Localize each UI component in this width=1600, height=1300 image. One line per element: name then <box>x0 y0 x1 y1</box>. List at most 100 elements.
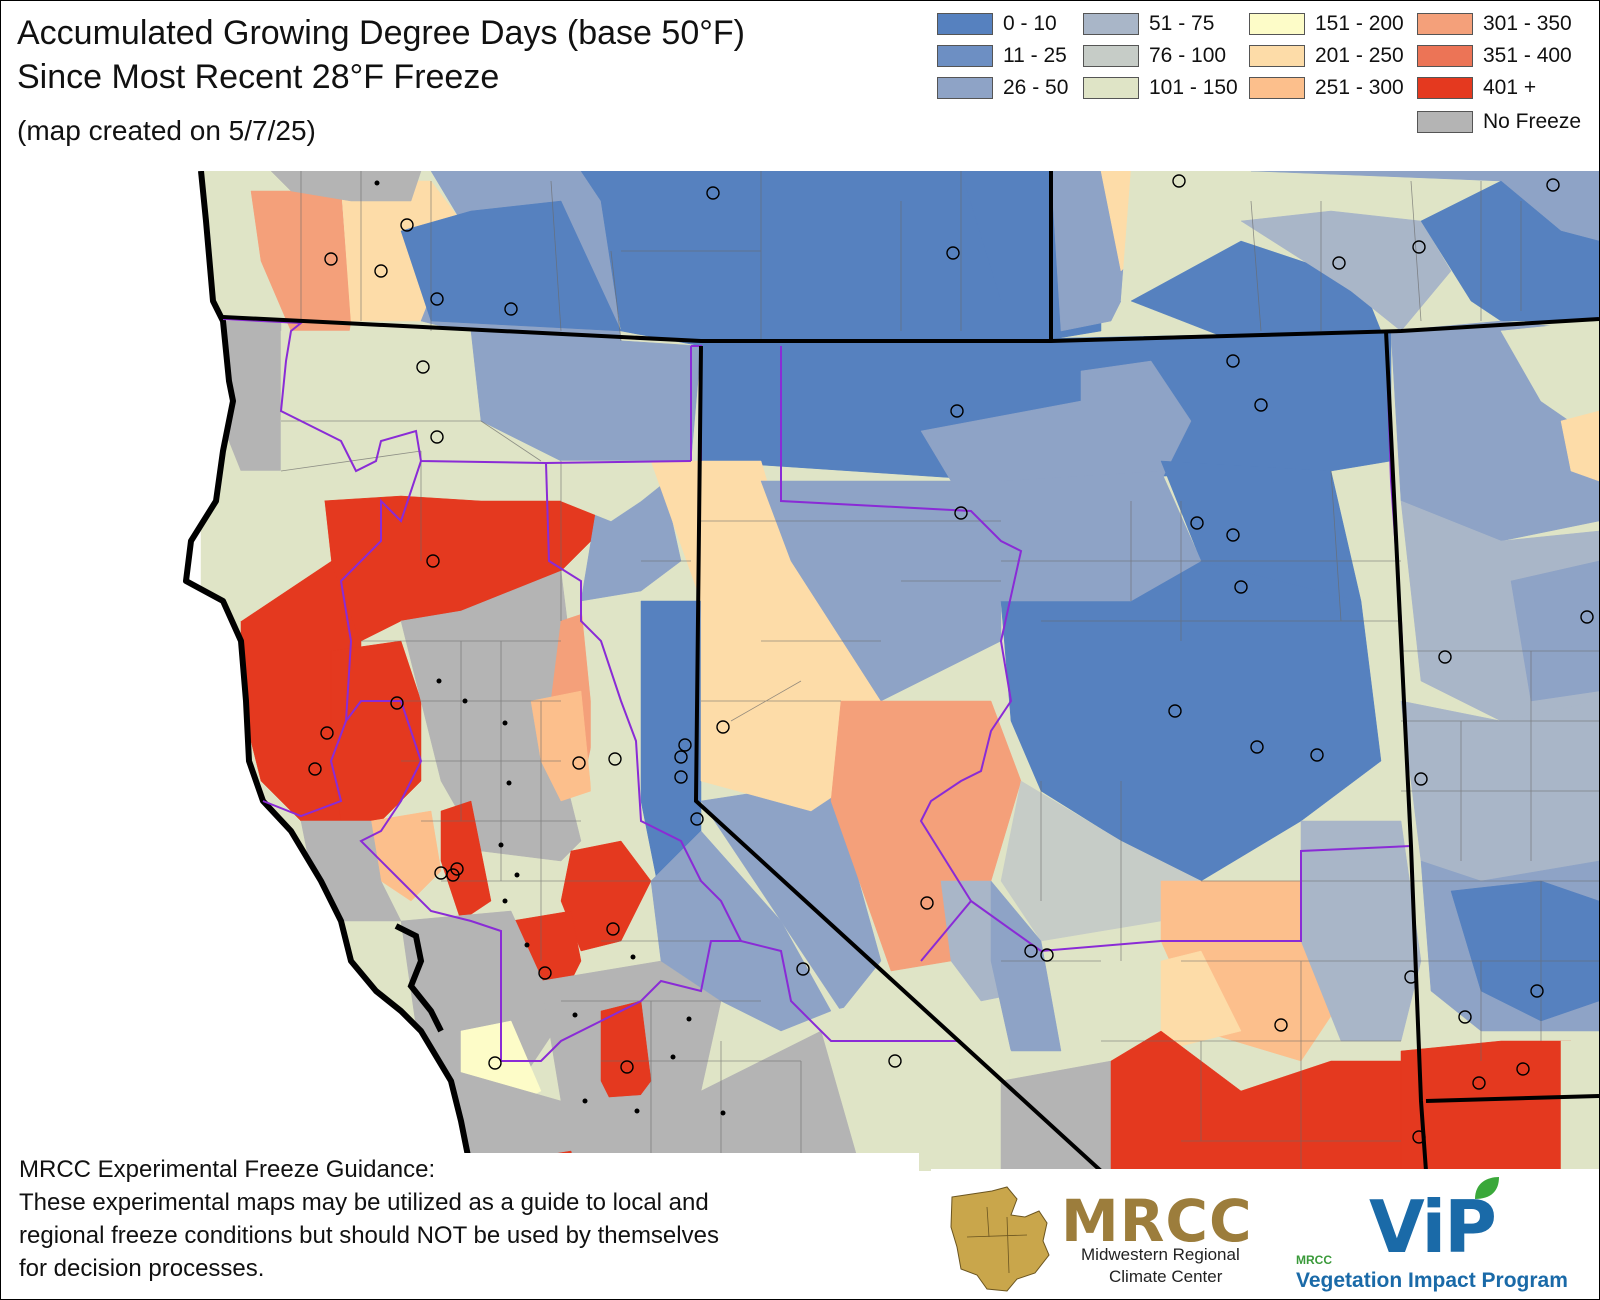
station-marker <box>620 1060 634 1074</box>
legend-swatch <box>1417 13 1473 35</box>
legend-item-201-250: 201 - 250 <box>1249 41 1404 71</box>
vip-logo-text: ViP <box>1369 1185 1497 1269</box>
station-marker <box>426 554 440 568</box>
station-marker <box>606 922 620 936</box>
station-marker <box>572 756 586 770</box>
zone-26-50 <box>760 480 1002 702</box>
station-marker <box>1332 256 1346 270</box>
mrcc-logo-text: MRCC <box>1061 1187 1253 1255</box>
vip-logo-mrcc: MRCC <box>1296 1253 1332 1267</box>
station-dot <box>630 954 636 960</box>
station-marker <box>400 218 414 232</box>
station-dot <box>572 1012 578 1018</box>
legend-swatch <box>937 77 993 99</box>
legend-item-76-100: 76 - 100 <box>1083 41 1226 71</box>
mrcc-logo-subtitle-2: Climate Center <box>1109 1267 1223 1286</box>
station-marker <box>1516 1062 1530 1076</box>
station-marker <box>706 186 720 200</box>
zone-101-150 <box>1560 1040 1599 1171</box>
station-marker <box>390 696 404 710</box>
zone-no-freeze <box>1000 1060 1112 1171</box>
station-dot <box>524 942 530 948</box>
station-marker <box>946 246 960 260</box>
station-dot <box>374 180 380 186</box>
station-marker <box>888 1054 902 1068</box>
station-dot <box>498 842 504 848</box>
station-marker <box>1546 178 1560 192</box>
station-marker <box>796 962 810 976</box>
zone-no-freeze <box>400 570 582 862</box>
legend: 0 - 10 11 - 25 26 - 50 51 - 75 76 - 100 … <box>937 9 1597 141</box>
zone-0-10 <box>1160 460 1362 602</box>
legend-item-11-25: 11 - 25 <box>937 41 1067 71</box>
legend-item-0-10: 0 - 10 <box>937 9 1057 39</box>
zone-no-freeze <box>270 171 422 202</box>
station-marker <box>1404 970 1418 984</box>
zone-401-plus <box>440 800 492 922</box>
station-marker <box>1310 748 1324 762</box>
legend-item-151-200: 151 - 200 <box>1249 9 1404 39</box>
legend-item-301-350: 301 - 350 <box>1417 9 1572 39</box>
zone-0-10 <box>400 200 622 332</box>
station-marker <box>1168 704 1182 718</box>
logo-bar: MRCC Midwestern Regional Climate Center … <box>931 1169 1599 1299</box>
zone-401-plus <box>330 640 422 822</box>
disclaimer-heading: MRCC Experimental Freeze Guidance: <box>19 1156 436 1183</box>
station-marker <box>1472 1076 1486 1090</box>
title-line-2: Since Most Recent 28°F Freeze <box>17 58 500 96</box>
map-title: Accumulated Growing Degree Days (base 50… <box>17 11 745 99</box>
station-marker <box>1172 174 1186 188</box>
san-francisco-bay <box>394 923 444 1033</box>
coastline <box>183 171 474 1171</box>
station-marker <box>1530 984 1544 998</box>
zone-101-150 <box>1500 320 1599 442</box>
legend-item-no-freeze: No Freeze <box>1417 107 1581 137</box>
station-marker <box>416 360 430 374</box>
zone-201-250 <box>1160 950 1242 1052</box>
station-dot <box>670 1054 676 1060</box>
station-dot <box>436 678 442 684</box>
station-marker <box>674 770 688 784</box>
disclaimer: MRCC Experimental Freeze Guidance: These… <box>19 1153 919 1285</box>
legend-item-26-50: 26 - 50 <box>937 73 1068 103</box>
station-dot <box>502 720 508 726</box>
station-marker <box>538 966 552 980</box>
legend-swatch <box>1249 45 1305 67</box>
station-marker <box>1412 240 1426 254</box>
station-marker <box>1234 580 1248 594</box>
zone-26-50 <box>1510 560 1599 702</box>
legend-swatch <box>1249 13 1305 35</box>
county-lines <box>280 171 1599 1171</box>
station-marker <box>1040 948 1054 962</box>
station-marker <box>324 252 338 266</box>
station-marker <box>1024 944 1038 958</box>
station-dots <box>374 180 726 1116</box>
zone-251-300 <box>530 690 592 802</box>
legend-swatch <box>1083 13 1139 35</box>
title-line-1: Accumulated Growing Degree Days (base 50… <box>17 14 745 52</box>
zone-101-150 <box>210 470 332 622</box>
leaf-icon <box>1475 1177 1499 1199</box>
zone-26-50 <box>990 880 1062 1052</box>
disclaimer-line-2: regional freeze conditions but should NO… <box>19 1222 719 1249</box>
zone-51-75 <box>1240 210 1452 332</box>
pacific-ocean <box>1 171 471 1171</box>
station-marker <box>430 430 444 444</box>
station-marker <box>1458 1010 1472 1024</box>
legend-swatch <box>1417 45 1473 67</box>
station-marker <box>1412 1130 1426 1144</box>
station-dot <box>506 780 512 786</box>
zone-201-250 <box>1560 410 1599 482</box>
station-marker <box>374 264 388 278</box>
station-marker <box>308 762 322 776</box>
station-marker <box>716 720 730 734</box>
legend-swatch <box>1417 77 1473 99</box>
mrcc-logo-subtitle-1: Midwestern Regional <box>1081 1245 1240 1264</box>
station-marker <box>1414 772 1428 786</box>
station-marker <box>608 752 622 766</box>
legend-swatch <box>1083 45 1139 67</box>
legend-swatch <box>1083 77 1139 99</box>
legend-swatch <box>1249 77 1305 99</box>
station-marker <box>920 896 934 910</box>
